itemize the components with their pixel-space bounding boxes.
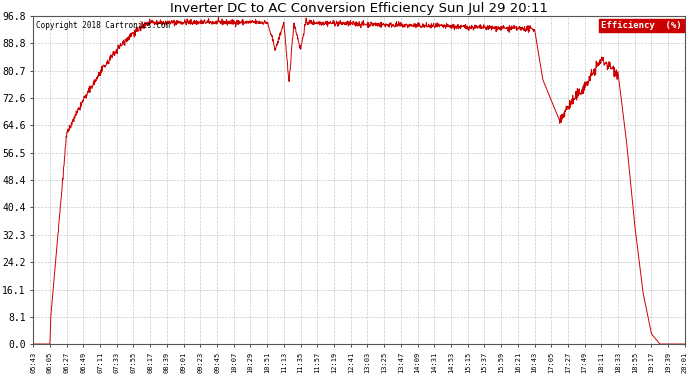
Title: Inverter DC to AC Conversion Efficiency Sun Jul 29 20:11: Inverter DC to AC Conversion Efficiency … <box>170 2 548 15</box>
Text: Copyright 2018 Cartronics.com: Copyright 2018 Cartronics.com <box>37 21 170 30</box>
Text: Efficiency  (%): Efficiency (%) <box>601 21 682 30</box>
